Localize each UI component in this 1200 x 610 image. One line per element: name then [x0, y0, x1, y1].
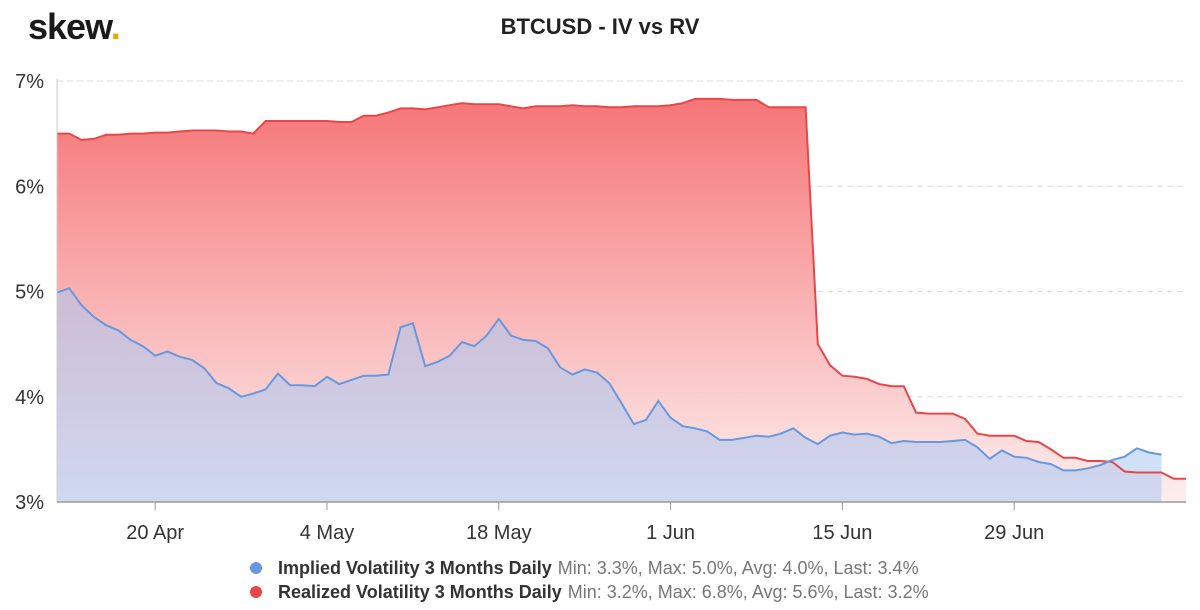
legend-marker-realized-volatility: [250, 586, 262, 598]
skew-logo: skew.: [28, 6, 121, 48]
axes: 3% 4% 5% 6% 7% 20 Apr 4 May 18 May 1 Jun 15 Jun 29…: [15, 71, 1186, 544]
legend-stats-implied-volatility: Min: 3.3%, Max: 5.0%, Avg: 4.0%, Last: 3…: [557, 558, 919, 578]
legend-item-implied-volatility[interactable]: Implied Volatility 3 Months Daily Min: 3…: [250, 556, 929, 580]
x-tick-label: 29 Jun: [984, 522, 1044, 544]
x-tick-label: 18 May: [466, 522, 532, 544]
y-tick-label: 3%: [15, 492, 44, 514]
x-tick-label: 4 May: [300, 522, 354, 544]
x-tick-label: 1 Jun: [646, 522, 695, 544]
legend-label-implied-volatility: Implied Volatility 3 Months Daily: [278, 558, 552, 578]
logo-dot: .: [110, 6, 121, 47]
y-tick-label: 7%: [15, 71, 44, 93]
realized-volatility-line: [57, 97, 1186, 480]
chart-title: BTCUSD - IV vs RV: [500, 14, 700, 39]
y-tick-label: 5%: [15, 282, 44, 304]
legend-label-realized-volatility: Realized Volatility 3 Months Daily: [278, 582, 562, 602]
logo-text: skew: [28, 6, 112, 47]
x-tick-label: 15 Jun: [812, 522, 872, 544]
y-tick-label: 6%: [15, 176, 44, 198]
y-tick-label: 4%: [15, 387, 44, 409]
legend-stats-realized-volatility: Min: 3.2%, Max: 6.8%, Avg: 5.6%, Last: 3…: [567, 582, 929, 602]
x-tick-label: 20 Apr: [126, 522, 184, 544]
legend-marker-implied-volatility: [250, 562, 262, 574]
legend-item-realized-volatility[interactable]: Realized Volatility 3 Months Daily Min: …: [250, 580, 929, 604]
implied-volatility-line: [56, 287, 1162, 472]
implied-volatility-area: [57, 288, 1162, 502]
series-layer: [56, 97, 1186, 503]
legend: Implied Volatility 3 Months Daily Min: 3…: [250, 556, 929, 604]
